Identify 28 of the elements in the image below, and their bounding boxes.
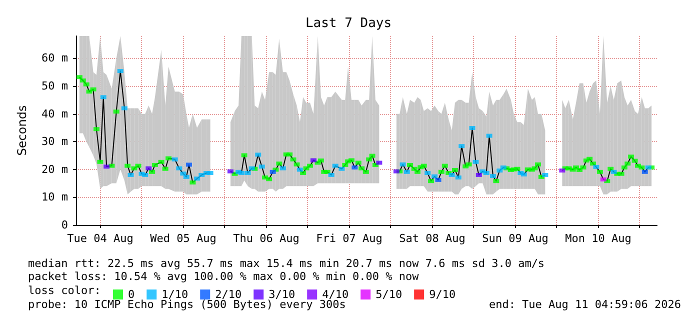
x-tick-label: Tue 04 Aug (67, 232, 134, 245)
y-tick-label: 20 m (42, 162, 68, 176)
legend-label: 9/10 (429, 288, 456, 301)
x-tick-label: Thu 06 Aug (233, 232, 300, 245)
x-tick-label: Sun 09 Aug (482, 232, 548, 245)
x-tick-label: Fri 07 Aug (316, 232, 382, 245)
y-tick-label: 60 m (42, 52, 68, 65)
y-tick-label: 0 (61, 218, 68, 232)
legend-label: 3/10 (268, 288, 296, 301)
text: median rtt: 22.5 ms avg 55.7 ms max 15.4 ms min 20.7 ms now 7.6 ms sd 3.0 am/s (28, 257, 545, 270)
x-tick-label: Sat 08 Aug (399, 232, 466, 245)
chart-title: Last 7 Days (305, 16, 392, 31)
text: probe: 10 ICMP Echo Pings (500 Bytes) every 300s (28, 298, 346, 311)
x-tick-label: Mon 10 Aug (565, 232, 632, 245)
legend-label: 2/10 (215, 288, 242, 301)
legend-label: 5/10 (376, 288, 402, 301)
y-tick-label: 50 m (42, 80, 68, 93)
text: end: Tue Aug 11 04:59:06 2026 (488, 298, 682, 311)
y-axis-title: Seconds (15, 105, 29, 156)
legend-label: 0 (128, 288, 135, 301)
text: packet loss: 10.54 % avg 100.00 % max 0.00 % min 0.00 % now (28, 270, 420, 283)
y-tick-label: 10 m (42, 190, 68, 204)
x-tick-label: Wed 05 Aug (150, 232, 216, 245)
legend-label: 1/10 (162, 288, 188, 301)
legend-title: loss color: (28, 284, 101, 297)
y-tick-label: 40 m (42, 107, 68, 120)
legend-label: 4/10 (322, 288, 349, 301)
y-tick-label: 30 m (42, 135, 68, 148)
